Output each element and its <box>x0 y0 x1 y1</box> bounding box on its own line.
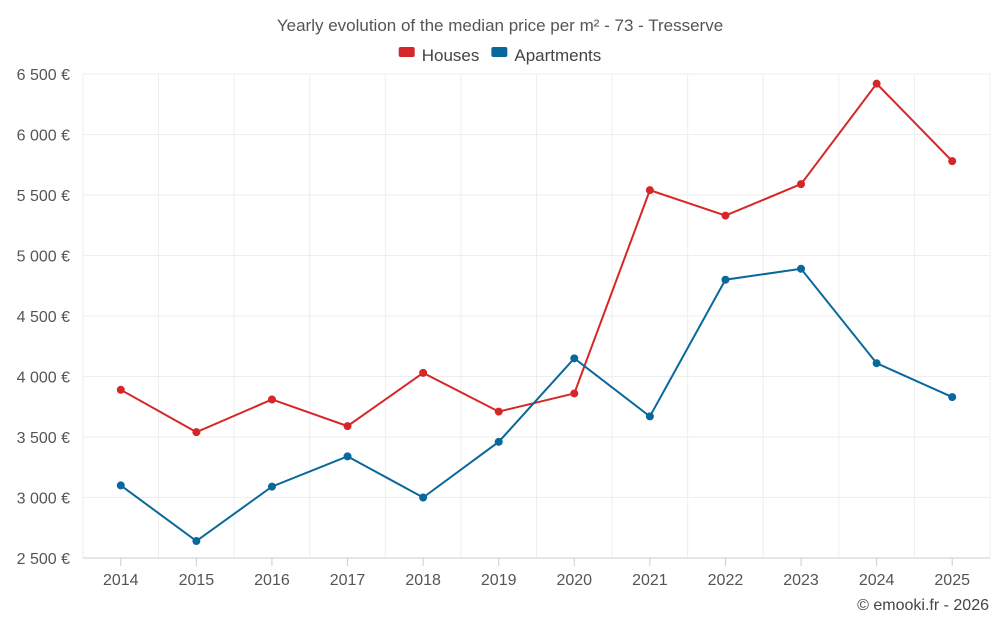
legend-swatch-houses <box>398 47 415 57</box>
x-tick-label: 2018 <box>405 572 441 589</box>
y-tick-label: 6 500 € <box>17 67 70 84</box>
data-point-apartments <box>192 537 201 546</box>
gridlines <box>82 73 991 559</box>
data-point-houses <box>721 211 730 220</box>
series-line-apartments <box>120 267 953 543</box>
legend-swatch-apartments <box>491 47 508 57</box>
data-point-apartments <box>570 354 579 363</box>
data-point-houses <box>192 428 201 437</box>
data-point-apartments <box>343 452 352 461</box>
x-tick-label: 2015 <box>179 572 215 589</box>
x-tick-label: 2019 <box>481 572 517 589</box>
y-tick-label: 2 500 € <box>17 551 70 568</box>
legend: Houses Apartments <box>398 46 601 65</box>
series-layer <box>116 79 957 546</box>
x-tick-label: 2017 <box>330 572 366 589</box>
y-tick-label: 5 500 € <box>17 188 70 205</box>
x-tick-label: 2014 <box>103 572 139 589</box>
data-point-apartments <box>872 359 881 368</box>
data-point-houses <box>948 157 957 166</box>
data-point-apartments <box>419 493 428 502</box>
data-point-apartments <box>267 482 276 491</box>
data-point-apartments <box>948 393 957 402</box>
data-point-apartments <box>797 264 806 273</box>
y-tick-label: 3 000 € <box>17 491 70 508</box>
y-tick-label: 5 000 € <box>17 249 70 266</box>
data-point-houses <box>267 395 276 404</box>
y-tick-label: 4 000 € <box>17 370 70 387</box>
legend-item-houses[interactable]: Houses <box>398 46 480 65</box>
x-tick-label: 2021 <box>632 572 668 589</box>
x-axis: 2014 2015 2016 2017 2018 2019 2020 2021 2022 2023… <box>83 557 990 589</box>
data-point-apartments <box>494 437 503 446</box>
credit-text: © emooki.fr - 2026 <box>857 597 989 614</box>
x-tick-label: 2025 <box>934 572 970 589</box>
data-point-houses <box>872 79 881 88</box>
data-point-houses <box>116 385 125 394</box>
x-tick-label: 2023 <box>783 572 819 589</box>
x-tick-label: 2016 <box>254 572 290 589</box>
x-tick-label: 2020 <box>556 572 592 589</box>
x-tick-label: 2024 <box>859 572 895 589</box>
y-axis: 2 500 € 3 000 € 3 500 € 4 000 € 4 500 € 5 000… <box>17 67 70 568</box>
chart-title: Yearly evolution of the median price per… <box>277 16 723 35</box>
data-point-apartments <box>116 481 125 490</box>
data-point-houses <box>797 180 806 189</box>
data-point-houses <box>494 407 503 416</box>
legend-label: Houses <box>422 46 480 65</box>
data-point-apartments <box>645 412 654 421</box>
legend-label: Apartments <box>514 46 601 65</box>
y-tick-label: 4 500 € <box>17 309 70 326</box>
y-tick-label: 3 500 € <box>17 430 70 447</box>
data-point-houses <box>645 186 654 195</box>
y-tick-label: 6 000 € <box>17 128 70 145</box>
series-line-houses <box>120 82 953 434</box>
x-tick-label: 2022 <box>708 572 744 589</box>
data-point-apartments <box>721 275 730 284</box>
data-point-houses <box>570 389 579 398</box>
data-point-houses <box>343 422 352 431</box>
data-point-houses <box>419 368 428 377</box>
legend-item-apartments[interactable]: Apartments <box>491 46 601 65</box>
